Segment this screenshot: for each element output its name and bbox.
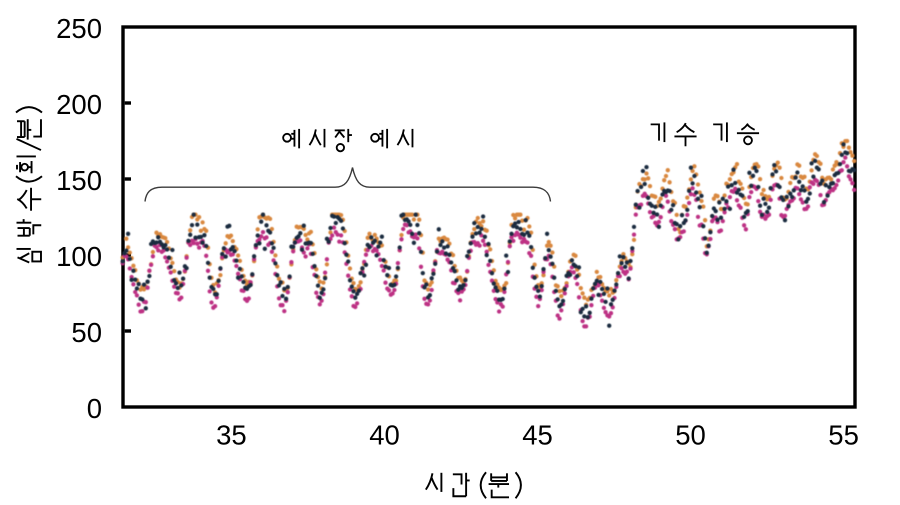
svg-text:100: 100 bbox=[56, 241, 102, 272]
svg-text:50: 50 bbox=[71, 317, 102, 348]
svg-text:50: 50 bbox=[675, 420, 706, 451]
svg-text:45: 45 bbox=[522, 420, 553, 451]
svg-text:35: 35 bbox=[216, 420, 247, 451]
svg-text:40: 40 bbox=[369, 420, 400, 451]
svg-text:55: 55 bbox=[828, 420, 859, 451]
svg-text:0: 0 bbox=[87, 393, 102, 424]
svg-text:200: 200 bbox=[56, 89, 102, 120]
svg-text:250: 250 bbox=[56, 13, 102, 44]
svg-text:150: 150 bbox=[56, 165, 102, 196]
